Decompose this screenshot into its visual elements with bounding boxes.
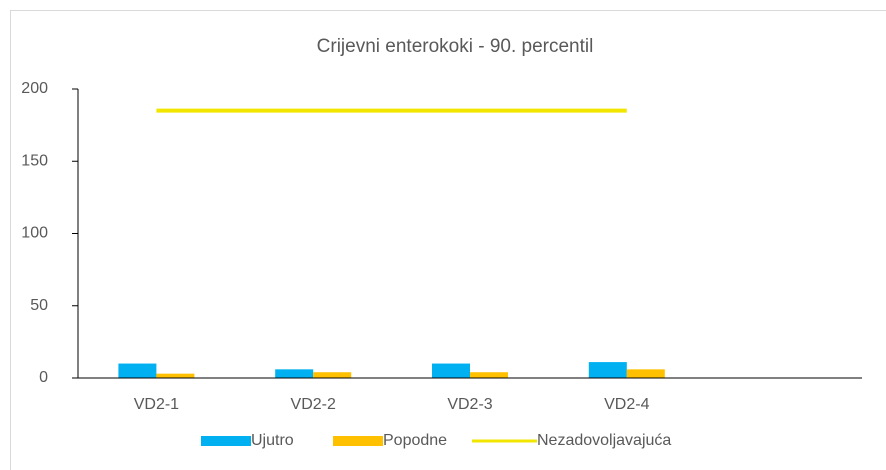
bar — [470, 372, 508, 378]
legend-swatch — [201, 436, 251, 446]
x-tick-label: VD2-4 — [604, 396, 649, 413]
legend-label: Popodne — [383, 432, 447, 449]
bar — [626, 369, 665, 378]
legend-label: Ujutro — [251, 432, 294, 449]
y-tick-label: 150 — [21, 152, 48, 169]
y-tick-label: 0 — [39, 369, 48, 386]
x-tick-label: VD2-3 — [447, 396, 492, 413]
x-tick-label: VD2-1 — [134, 396, 179, 413]
x-tick-label: VD2-2 — [291, 396, 336, 413]
bar — [432, 363, 470, 378]
bar — [118, 363, 157, 378]
bar — [313, 372, 352, 378]
legend-label: Nezadovoljavajuća — [537, 432, 671, 449]
y-tick-label: 100 — [21, 225, 48, 242]
legend-swatch — [333, 436, 383, 446]
bar — [156, 373, 195, 378]
chart-border — [10, 10, 886, 470]
y-tick-label: 200 — [21, 80, 48, 97]
bar — [275, 369, 314, 378]
y-tick-label: 50 — [30, 297, 48, 314]
chart-title: Crijevni enterokoki - 90. percentil — [317, 36, 594, 57]
bar — [588, 362, 627, 378]
